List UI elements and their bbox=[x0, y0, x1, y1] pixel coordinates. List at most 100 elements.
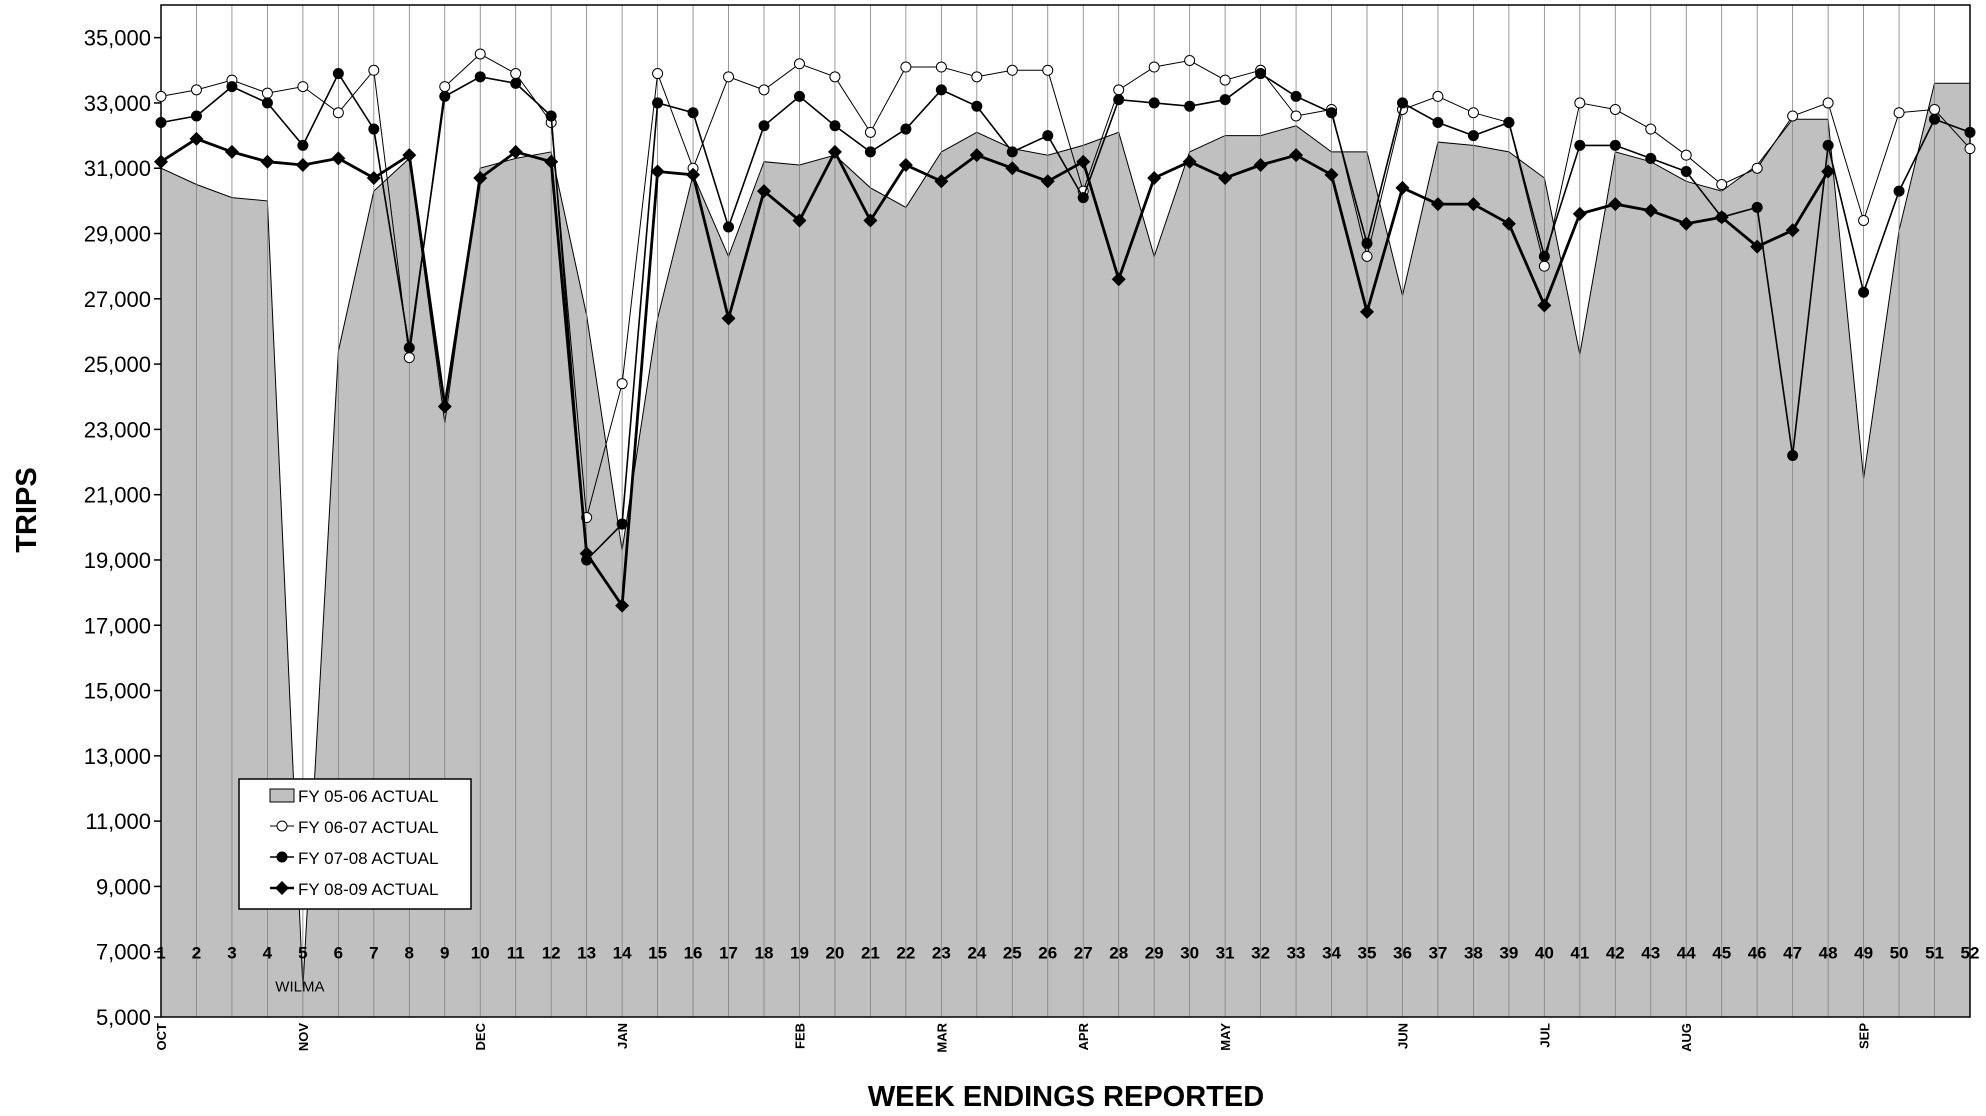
week-label: 30 bbox=[1180, 944, 1199, 963]
data-point bbox=[1501, 216, 1516, 231]
month-label: FEB bbox=[792, 1023, 807, 1049]
week-label: 52 bbox=[1961, 944, 1980, 963]
month-label: AUG bbox=[1679, 1023, 1694, 1052]
data-point bbox=[650, 164, 665, 179]
data-point bbox=[1395, 180, 1410, 195]
week-label: 46 bbox=[1748, 944, 1767, 963]
data-point bbox=[1785, 223, 1800, 238]
data-point bbox=[1680, 165, 1692, 177]
data-point bbox=[935, 84, 947, 96]
data-point bbox=[155, 90, 167, 102]
week-label: 42 bbox=[1606, 944, 1625, 963]
series-line bbox=[160, 137, 1830, 610]
y-tick-label: 17,000 bbox=[84, 613, 151, 638]
data-point bbox=[758, 84, 770, 96]
data-point bbox=[1467, 107, 1479, 119]
week-label: 44 bbox=[1677, 944, 1696, 963]
y-tick-label: 7,000 bbox=[96, 940, 151, 965]
data-point bbox=[1929, 113, 1941, 125]
week-label: 35 bbox=[1358, 944, 1377, 963]
data-point bbox=[1432, 117, 1444, 129]
data-point bbox=[864, 126, 876, 138]
week-label: 19 bbox=[790, 944, 809, 963]
data-point bbox=[1218, 171, 1233, 186]
y-tick-label: 13,000 bbox=[84, 744, 151, 769]
week-label: 22 bbox=[896, 944, 915, 963]
y-tick-label: 9,000 bbox=[96, 874, 151, 899]
data-point bbox=[1147, 171, 1162, 186]
data-point bbox=[616, 518, 628, 530]
data-point bbox=[969, 148, 984, 163]
week-label: 11 bbox=[507, 944, 525, 963]
data-point bbox=[190, 84, 202, 96]
data-point bbox=[437, 399, 452, 414]
month-label: NOV bbox=[296, 1023, 311, 1052]
x-axis-title: WEEK ENDINGS REPORTED bbox=[868, 1081, 1264, 1113]
data-point bbox=[792, 213, 807, 228]
month-label: OCT bbox=[154, 1023, 169, 1051]
data-point bbox=[900, 61, 912, 73]
data-point bbox=[1574, 139, 1586, 151]
week-label: 13 bbox=[577, 944, 596, 963]
y-tick-label: 23,000 bbox=[84, 417, 151, 442]
data-point bbox=[1396, 97, 1408, 109]
week-label: 3 bbox=[227, 944, 236, 963]
data-point bbox=[1111, 272, 1126, 287]
month-label: MAY bbox=[1218, 1023, 1233, 1051]
data-point bbox=[1929, 103, 1941, 115]
data-point bbox=[827, 144, 842, 159]
data-point bbox=[1042, 130, 1054, 142]
week-label: 5 bbox=[298, 944, 307, 963]
data-point bbox=[1290, 110, 1302, 122]
data-point bbox=[473, 171, 488, 186]
data-point bbox=[1645, 123, 1657, 135]
data-point bbox=[863, 213, 878, 228]
y-tick-label: 15,000 bbox=[84, 679, 151, 704]
y-tick-label: 11,000 bbox=[85, 809, 151, 834]
week-label: 29 bbox=[1145, 944, 1164, 963]
data-point bbox=[1538, 250, 1550, 262]
data-point bbox=[1680, 149, 1692, 161]
week-number-labels: 1 2 3 4 5 6 7 8 9 10 11 12 13 14 15 16 17 18 19 20 21 22 23 24 2… bbox=[156, 944, 1979, 963]
week-label: 24 bbox=[967, 944, 986, 963]
data-point bbox=[439, 90, 451, 102]
week-label: 23 bbox=[932, 944, 951, 963]
series-fy-07-08-actual bbox=[155, 68, 1976, 566]
week-label: 51 bbox=[1925, 944, 1944, 963]
data-point bbox=[1467, 130, 1479, 142]
data-point bbox=[1608, 197, 1623, 212]
data-point bbox=[616, 378, 628, 390]
week-label: 16 bbox=[684, 944, 703, 963]
data-point bbox=[1645, 152, 1657, 164]
y-tick-label: 25,000 bbox=[84, 352, 151, 377]
data-point bbox=[474, 71, 486, 83]
legend-item-fy0506: FY 05-06 ACTUAL bbox=[269, 787, 438, 806]
axes bbox=[154, 4, 1971, 1018]
data-point bbox=[402, 148, 417, 163]
data-point bbox=[898, 157, 913, 172]
data-point bbox=[1609, 139, 1621, 151]
data-point bbox=[1219, 74, 1231, 86]
series-line bbox=[160, 71, 1971, 562]
data-point bbox=[1289, 148, 1304, 163]
data-point bbox=[1253, 157, 1268, 172]
data-point bbox=[474, 48, 486, 60]
week-label: 1 bbox=[156, 944, 165, 963]
data-point bbox=[1255, 68, 1267, 80]
week-label: 21 bbox=[861, 944, 880, 963]
data-point bbox=[1148, 61, 1160, 73]
data-point bbox=[1822, 97, 1834, 109]
data-point bbox=[1893, 185, 1905, 197]
data-point bbox=[900, 123, 912, 135]
week-label: 17 bbox=[719, 944, 738, 963]
data-point bbox=[1113, 84, 1125, 96]
data-point bbox=[721, 311, 736, 326]
data-point bbox=[331, 151, 346, 166]
week-label: 10 bbox=[471, 944, 490, 963]
week-label: 6 bbox=[334, 944, 343, 963]
data-point bbox=[1643, 203, 1658, 218]
data-point bbox=[829, 120, 841, 132]
week-label: 9 bbox=[440, 944, 449, 963]
data-point bbox=[403, 352, 415, 364]
data-point bbox=[1361, 237, 1373, 249]
